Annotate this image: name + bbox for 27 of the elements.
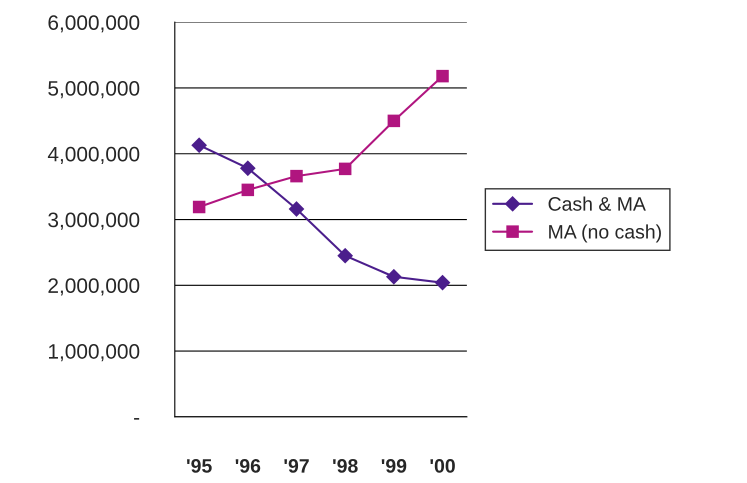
y-tick-label: 3,000,000 (48, 212, 140, 230)
point (386, 269, 402, 284)
y-tick-label: 4,000,000 (48, 146, 140, 164)
point (192, 200, 206, 214)
y-tick-label: 1,000,000 (48, 344, 140, 362)
y-tick-label: 6,000,000 (48, 15, 140, 32)
y-tick-label: - (134, 418, 140, 420)
point (240, 160, 256, 176)
y-tick-label: 5,000,000 (48, 80, 140, 98)
legend-label: Cash & MA (548, 196, 646, 211)
point (242, 184, 254, 196)
x-tick-label: '99 (382, 459, 406, 473)
x-tick-label: '96 (236, 459, 260, 473)
x-tick-label: '98 (333, 459, 358, 473)
legend-label: MA (no cash) (549, 224, 661, 242)
x-tick-label: '97 (284, 459, 309, 473)
point (288, 201, 304, 217)
point (388, 114, 400, 128)
point (338, 162, 352, 176)
point (192, 138, 207, 153)
point (436, 70, 449, 82)
x-tick-label: '95 (187, 459, 212, 473)
x-tick-label: '00 (430, 459, 455, 473)
point (338, 248, 353, 264)
point (290, 170, 303, 182)
point (434, 275, 450, 290)
y-tick-label: 2,000,000 (48, 278, 140, 296)
